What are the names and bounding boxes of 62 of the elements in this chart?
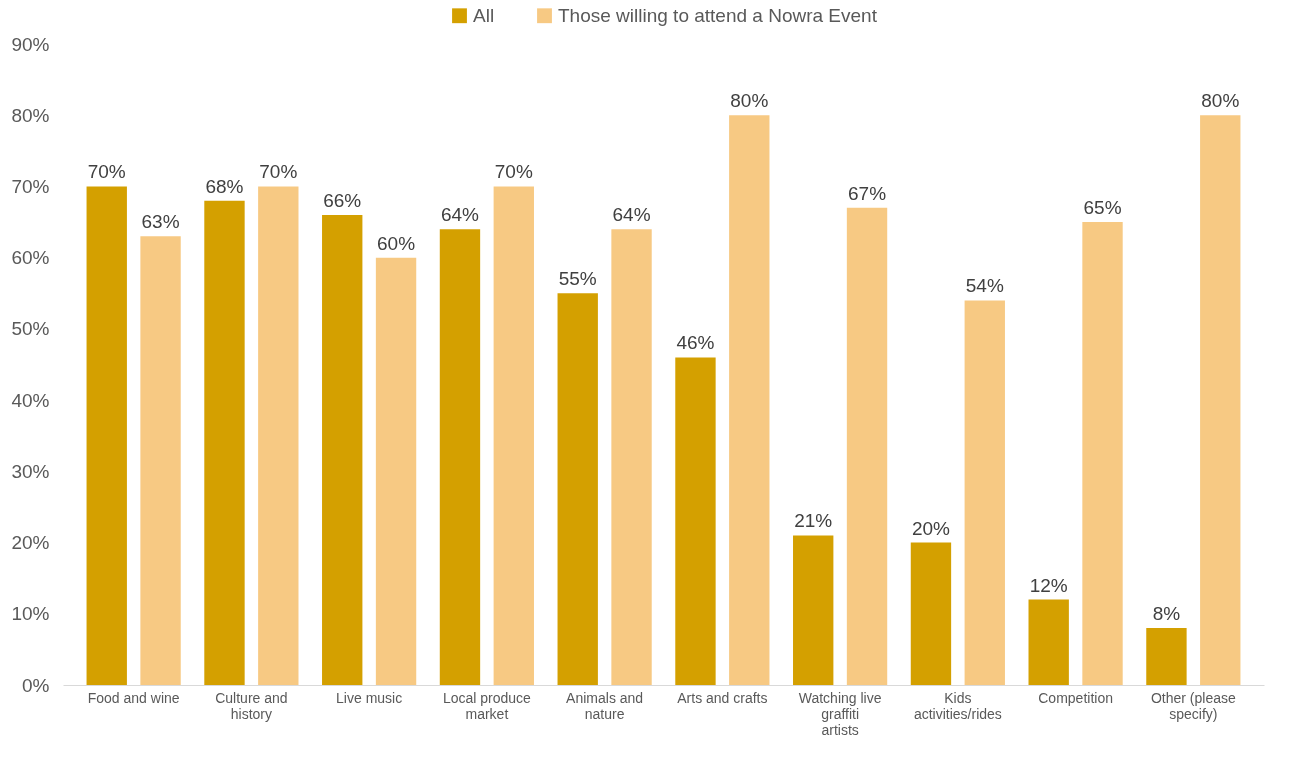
bar: [204, 200, 245, 685]
data-label: 70%: [87, 161, 126, 183]
data-label: 20%: [911, 517, 951, 539]
x-tick-label: Culture and history: [215, 689, 288, 722]
bar: [611, 229, 652, 685]
data-label: 64%: [612, 204, 651, 226]
data-label: 21%: [794, 510, 833, 532]
y-tick-label: 20%: [11, 532, 50, 554]
x-tick-label: Other (please specify): [1150, 689, 1236, 722]
x-tick-label: Arts and crafts: [677, 689, 768, 706]
data-label: 55%: [558, 268, 597, 290]
x-tick-label: Animals and nature: [566, 689, 644, 722]
bar: [86, 186, 127, 685]
bar: [1028, 599, 1069, 685]
bar: [910, 542, 952, 685]
bar: [846, 207, 888, 685]
data-label: 46%: [676, 332, 715, 354]
data-label: 70%: [259, 161, 298, 183]
x-tick-label: Food and wine: [87, 689, 180, 706]
bar: [729, 115, 770, 685]
data-label: 80%: [1201, 90, 1240, 112]
x-tick-label: Kids activities/rides: [913, 689, 1002, 722]
y-tick-label: 60%: [11, 247, 50, 269]
data-label: 54%: [965, 275, 1004, 297]
bar: [793, 535, 834, 685]
bar: [1146, 628, 1187, 685]
x-tick-label: Watching live graffiti artists: [798, 689, 882, 738]
data-label: 12%: [1029, 574, 1068, 596]
bar: [1200, 115, 1241, 685]
data-label: 67%: [848, 182, 887, 204]
y-tick-label: 0%: [22, 674, 50, 696]
y-tick-label: 70%: [11, 175, 50, 197]
bar: [493, 186, 534, 685]
data-label: 80%: [730, 90, 769, 112]
y-tick-label: 30%: [11, 460, 50, 482]
y-tick-label: 90%: [11, 33, 50, 55]
y-tick-label: 40%: [11, 389, 50, 411]
legend-label: Those willing to attend a Nowra Event: [558, 4, 878, 26]
x-tick-label: Local produce market: [442, 689, 532, 722]
y-tick-label: 50%: [11, 318, 50, 340]
bar: [439, 229, 481, 685]
data-label: 66%: [323, 189, 362, 211]
y-tick-label: 10%: [11, 603, 50, 625]
data-label: 63%: [141, 211, 180, 233]
bar: [964, 300, 1005, 685]
x-tick-label: Live music: [336, 689, 403, 706]
data-label: 64%: [440, 204, 480, 226]
y-tick-label: 80%: [11, 104, 50, 126]
bar: [557, 293, 598, 685]
data-label: 65%: [1083, 197, 1122, 219]
legend-label: All: [473, 4, 495, 26]
bar: [1082, 222, 1123, 685]
bar: [322, 214, 363, 685]
data-label: 60%: [377, 232, 416, 254]
x-tick-label: Competition: [1038, 689, 1113, 706]
data-label: 8%: [1152, 603, 1181, 625]
data-label: 68%: [205, 175, 244, 197]
bar: [675, 357, 716, 685]
bar: [258, 186, 299, 685]
data-label: 70%: [494, 161, 533, 183]
bar: [140, 236, 181, 685]
bar: [375, 257, 417, 685]
